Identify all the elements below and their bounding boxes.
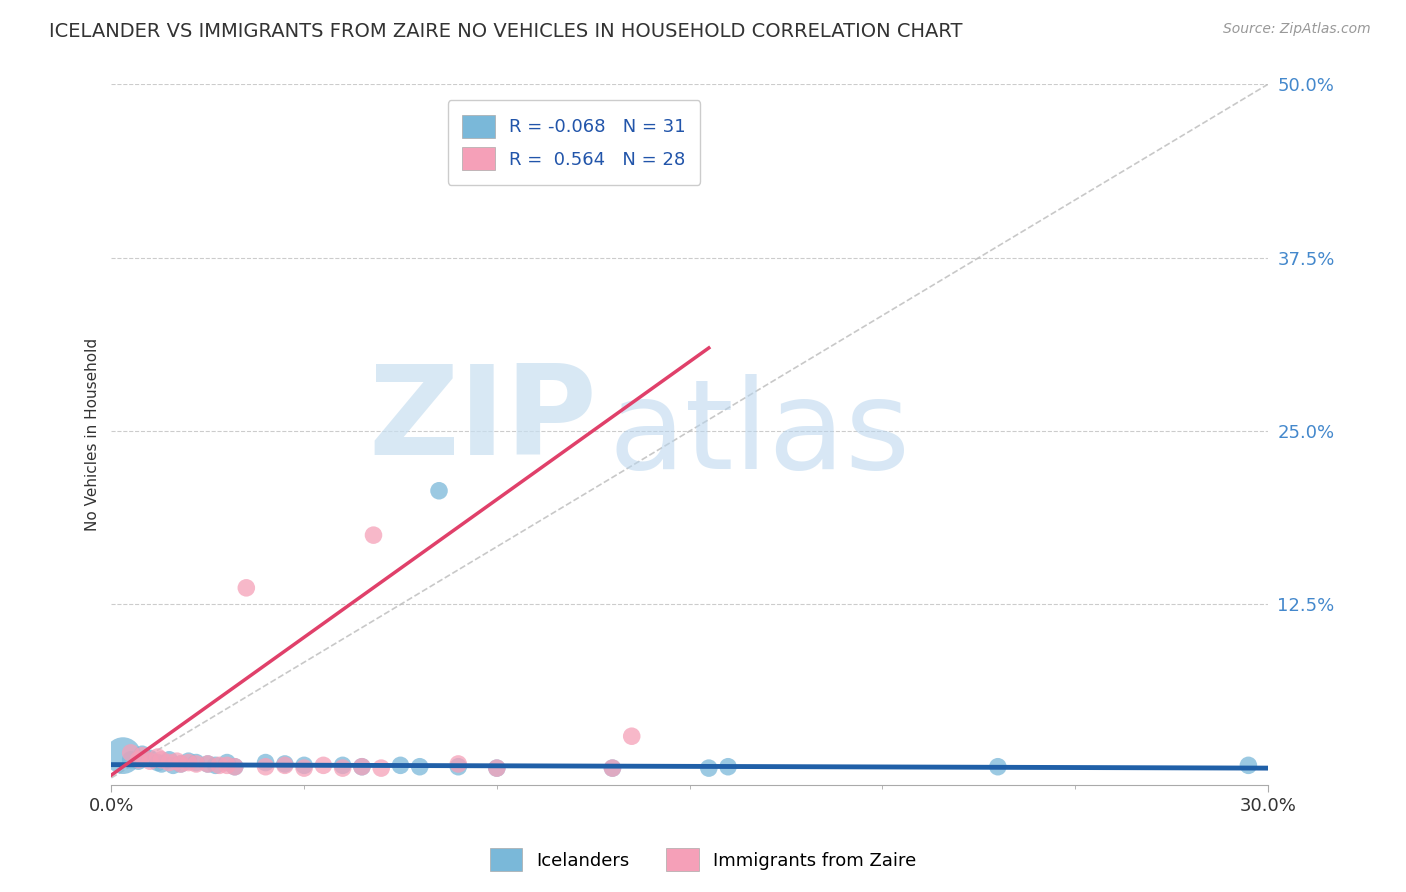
- Point: [292, 758, 315, 772]
- Text: ZIP: ZIP: [368, 360, 598, 481]
- Point: [120, 753, 142, 767]
- Point: [224, 760, 246, 774]
- Point: [127, 754, 149, 768]
- Point: [197, 756, 219, 771]
- Point: [274, 756, 297, 771]
- Text: Source: ZipAtlas.com: Source: ZipAtlas.com: [1223, 22, 1371, 37]
- Point: [332, 758, 354, 772]
- Point: [166, 754, 188, 768]
- Point: [157, 756, 180, 770]
- Point: [332, 761, 354, 775]
- Point: [1237, 758, 1260, 772]
- Point: [602, 761, 624, 775]
- Point: [215, 758, 238, 772]
- Point: [170, 756, 193, 771]
- Point: [235, 581, 257, 595]
- Point: [697, 761, 720, 775]
- Point: [146, 750, 169, 764]
- Point: [447, 756, 470, 771]
- Text: atlas: atlas: [609, 374, 911, 495]
- Point: [447, 760, 470, 774]
- Point: [389, 758, 412, 772]
- Point: [254, 760, 277, 774]
- Point: [131, 748, 153, 763]
- Point: [177, 756, 200, 770]
- Point: [620, 729, 643, 743]
- Point: [254, 756, 277, 770]
- Text: ICELANDER VS IMMIGRANTS FROM ZAIRE NO VEHICLES IN HOUSEHOLD CORRELATION CHART: ICELANDER VS IMMIGRANTS FROM ZAIRE NO VE…: [49, 22, 963, 41]
- Point: [215, 756, 238, 770]
- Point: [208, 758, 231, 772]
- Point: [150, 756, 173, 771]
- Point: [485, 761, 508, 775]
- Y-axis label: No Vehicles in Household: No Vehicles in Household: [86, 338, 100, 531]
- Point: [350, 760, 373, 774]
- Point: [127, 753, 149, 767]
- Point: [139, 754, 162, 768]
- Point: [224, 760, 246, 774]
- Point: [186, 756, 208, 770]
- Point: [139, 751, 162, 765]
- Point: [987, 760, 1010, 774]
- Point: [111, 748, 134, 763]
- Legend: Icelanders, Immigrants from Zaire: Icelanders, Immigrants from Zaire: [482, 841, 924, 879]
- Point: [157, 753, 180, 767]
- Legend: R = -0.068   N = 31, R =  0.564   N = 28: R = -0.068 N = 31, R = 0.564 N = 28: [447, 101, 700, 185]
- Point: [177, 754, 200, 768]
- Point: [409, 760, 432, 774]
- Point: [717, 760, 740, 774]
- Point: [274, 758, 297, 772]
- Point: [485, 761, 508, 775]
- Point: [427, 483, 450, 498]
- Point: [204, 758, 226, 772]
- Point: [350, 760, 373, 774]
- Point: [146, 756, 169, 770]
- Point: [162, 758, 184, 772]
- Point: [602, 761, 624, 775]
- Point: [131, 747, 153, 762]
- Point: [370, 761, 392, 775]
- Point: [363, 528, 385, 542]
- Point: [312, 758, 335, 772]
- Point: [150, 753, 173, 767]
- Point: [186, 756, 208, 771]
- Point: [120, 746, 142, 760]
- Point: [292, 761, 315, 775]
- Point: [197, 756, 219, 771]
- Point: [170, 756, 193, 771]
